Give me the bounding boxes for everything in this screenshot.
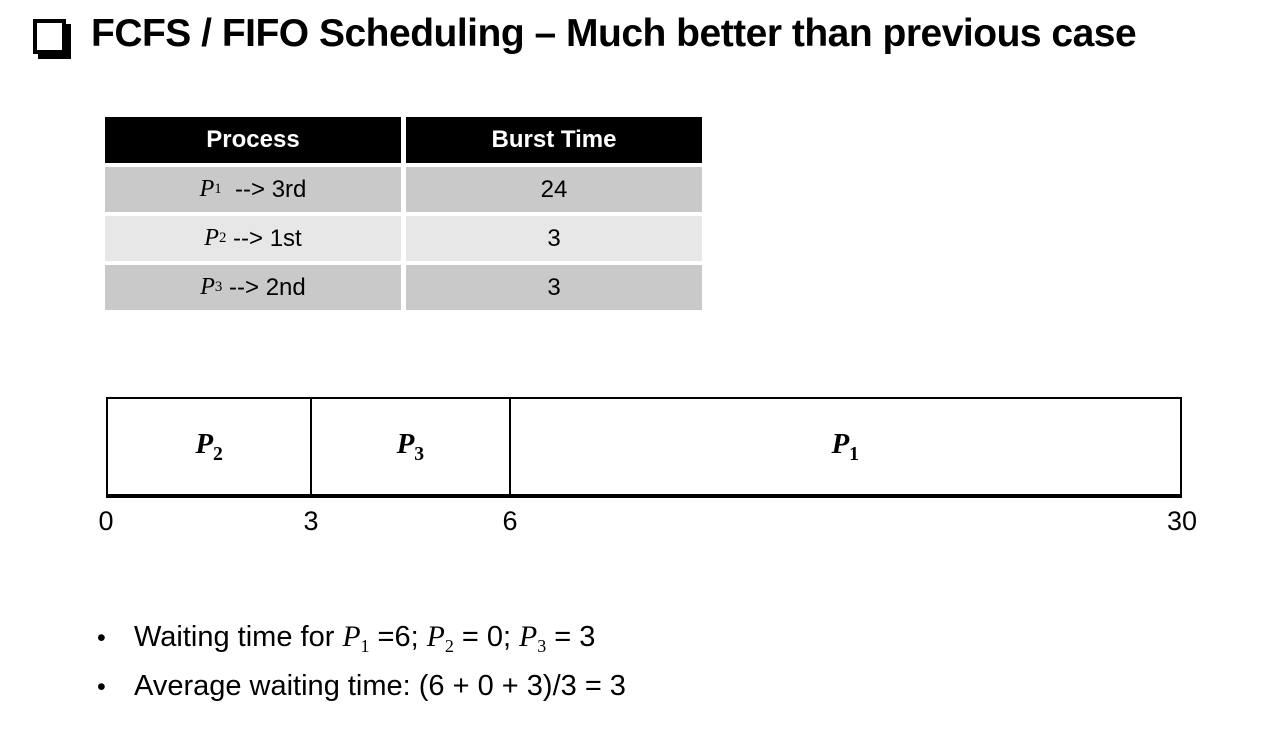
checkbox-bullet-icon: [33, 19, 66, 54]
page-title: FCFS / FIFO Scheduling – Much better tha…: [91, 12, 1137, 55]
list-item: • Average waiting time: (6 + 0 + 3)/3 = …: [97, 670, 626, 703]
process-symbol: P: [199, 176, 215, 202]
process-order-text: --> 1st: [226, 224, 302, 252]
bullet-dot-icon: •: [97, 624, 106, 652]
gantt-segment-p2: P2: [108, 399, 313, 494]
table-cell-burst-p2: 3: [406, 216, 702, 261]
gantt-tick-30: 30: [1166, 506, 1198, 536]
process-subscript: 3: [214, 279, 223, 295]
process-order-text: --> 2nd: [222, 273, 306, 301]
notes-list: • Waiting time for P1 =6; P2 = 0; P3 = 3…: [97, 621, 626, 716]
list-item: • Waiting time for P1 =6; P2 = 0; P3 = 3: [97, 621, 626, 657]
gantt-chart: P2 P3 P1: [106, 397, 1182, 498]
gantt-segment-p3: P3: [312, 399, 511, 494]
process-order-text: --> 3rd: [221, 175, 307, 203]
gantt-tick-6: 6: [502, 506, 518, 536]
average-waiting-time-text: Average waiting time: (6 + 0 + 3)/3 = 3: [134, 669, 626, 702]
gantt-segment-p1: P1: [511, 399, 1180, 494]
waiting-time-text: Waiting time for P1 =6; P2 = 0; P3 = 3: [134, 621, 596, 656]
table-cell-burst-p1: 24: [406, 167, 702, 212]
table-cell-burst-p3: 3: [406, 265, 702, 310]
process-subscript: 2: [218, 230, 227, 246]
bullet-dot-icon: •: [97, 672, 106, 701]
gantt-axis: 0 3 6 30: [98, 506, 1197, 540]
process-symbol: P: [204, 225, 219, 251]
table-header-process: Process: [105, 117, 401, 163]
process-subscript: 1: [214, 181, 222, 197]
gantt-segment-label: P1: [831, 427, 860, 465]
gantt-tick-3: 3: [303, 506, 319, 536]
table-header-burst-time: Burst Time: [406, 117, 702, 163]
gantt-segment-label: P3: [396, 427, 425, 465]
process-symbol: P: [200, 274, 215, 300]
gantt-tick-0: 0: [98, 506, 114, 536]
gantt-segment-label: P2: [195, 427, 223, 465]
